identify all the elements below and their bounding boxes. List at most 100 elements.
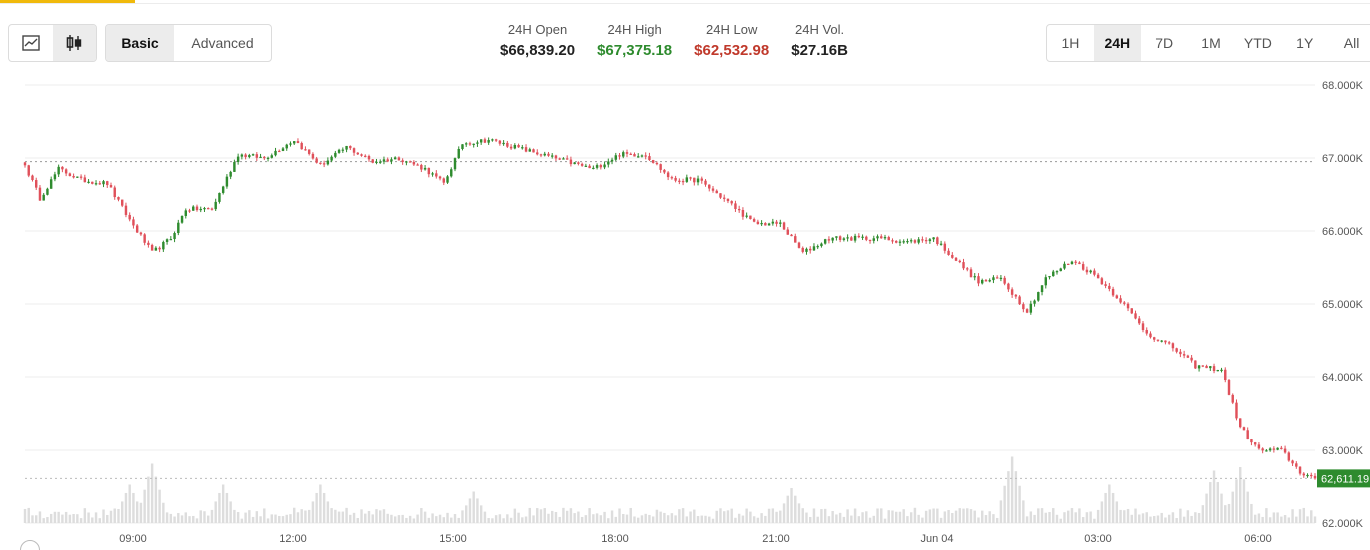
candle-body <box>902 241 905 243</box>
price-chart[interactable]: 68.000K 67.000K 66.000K 65.000K 64.000K 63.00… <box>0 70 1370 550</box>
volume-bar <box>898 511 902 523</box>
volume-bar <box>64 511 68 523</box>
volume-bar <box>330 508 333 523</box>
candle-body <box>1268 448 1272 451</box>
volume-bar <box>356 518 359 523</box>
volume-bar <box>1186 510 1190 523</box>
candle-body <box>1149 333 1152 338</box>
volume-bar <box>113 508 116 523</box>
candle-body <box>1265 450 1268 452</box>
volume-bar <box>465 505 468 523</box>
candle-body <box>38 187 42 201</box>
candle-body <box>319 162 322 164</box>
volume-bar <box>853 508 857 523</box>
volume-bar <box>150 463 154 523</box>
volume-bar <box>468 498 472 523</box>
candle-body <box>356 152 359 155</box>
candle-body <box>1126 303 1130 309</box>
volume-bar <box>487 518 490 523</box>
volume-bar <box>573 513 576 523</box>
basic-mode-button[interactable]: Basic <box>106 25 174 61</box>
advanced-mode-button[interactable]: Advanced <box>191 35 254 51</box>
volume-bar <box>577 511 580 523</box>
last-price-tag: 62,611.19 <box>1317 469 1370 488</box>
candle-body <box>614 155 617 160</box>
volume-bar <box>375 509 378 523</box>
candle-body <box>610 159 614 162</box>
range-1h-button[interactable]: 1H <box>1061 35 1080 51</box>
volume-bar <box>936 508 939 523</box>
range-1y-button[interactable]: 1Y <box>1296 35 1314 51</box>
volume-bar <box>1078 508 1081 523</box>
candle-body <box>1134 313 1137 319</box>
candle-body <box>1194 360 1197 369</box>
volume-bar <box>565 510 569 523</box>
candle-body <box>771 221 775 224</box>
volume-bar <box>607 518 610 523</box>
volume-bar <box>248 510 251 523</box>
candle-body <box>741 209 745 217</box>
range-7d-button[interactable]: 7D <box>1155 35 1174 51</box>
candle-body <box>779 222 782 224</box>
volume-bar <box>524 516 528 523</box>
volume-bar <box>988 511 991 523</box>
candle-body <box>745 215 748 217</box>
volume-bar <box>1239 467 1242 523</box>
volume-bar <box>91 517 94 523</box>
candle-body <box>274 150 277 156</box>
volume-bar <box>1175 518 1178 523</box>
candle-body <box>322 163 326 165</box>
volume-bar <box>992 514 995 523</box>
candle-body <box>1130 308 1133 314</box>
candle-body <box>135 225 139 233</box>
volume-bar <box>255 511 259 523</box>
volume-bar <box>184 512 187 523</box>
candlestick-chart-button[interactable] <box>52 25 96 61</box>
candle-body <box>536 152 539 155</box>
candle-body <box>420 164 423 170</box>
candle-body <box>1063 263 1066 269</box>
candle-body <box>498 140 502 144</box>
x-tick-label: 06:00 <box>1244 533 1272 545</box>
candle-body <box>1250 439 1253 443</box>
range-ytd-button[interactable]: YTD <box>1243 35 1272 51</box>
candle-body <box>408 161 412 163</box>
volume-bar <box>106 514 109 523</box>
candle-body <box>393 157 397 160</box>
range-1m-button[interactable]: 1M <box>1201 35 1221 51</box>
volume-bar <box>382 509 386 523</box>
candle-body <box>472 143 475 145</box>
candle-body <box>532 149 535 153</box>
volume-bar <box>270 514 273 523</box>
candle-body <box>524 147 528 152</box>
candle-body <box>1272 448 1276 450</box>
candle-body <box>569 159 573 165</box>
candle-body <box>633 154 636 157</box>
candle-body <box>592 167 595 170</box>
range-24h-button[interactable]: 24H <box>1093 25 1141 61</box>
volume-bar <box>386 513 389 523</box>
candle-body <box>491 139 494 141</box>
volume-bar <box>35 515 38 523</box>
candle-body <box>1201 365 1205 367</box>
volume-bar <box>1194 512 1197 523</box>
candle-body <box>648 156 651 160</box>
volume-bar <box>192 515 195 523</box>
mode-toggle: Basic Advanced <box>105 24 272 62</box>
volume-bar <box>23 508 27 523</box>
candle-body <box>1070 261 1074 265</box>
candle-body <box>973 276 976 278</box>
candle-body <box>809 248 812 251</box>
volume-bar <box>326 501 330 523</box>
volume-bar <box>737 513 741 523</box>
top-divider <box>0 3 1370 4</box>
candle-body <box>61 166 64 170</box>
volume-bar <box>266 518 270 523</box>
line-chart-button[interactable] <box>9 25 53 61</box>
volume-bar <box>723 511 726 523</box>
range-all-button[interactable]: All <box>1343 35 1360 51</box>
volume-bar <box>868 517 872 523</box>
time-range-toggle: 1H 24H 7D 1M YTD 1Y All <box>1046 24 1370 62</box>
volume-bar <box>72 514 75 523</box>
volume-bar <box>943 511 947 523</box>
